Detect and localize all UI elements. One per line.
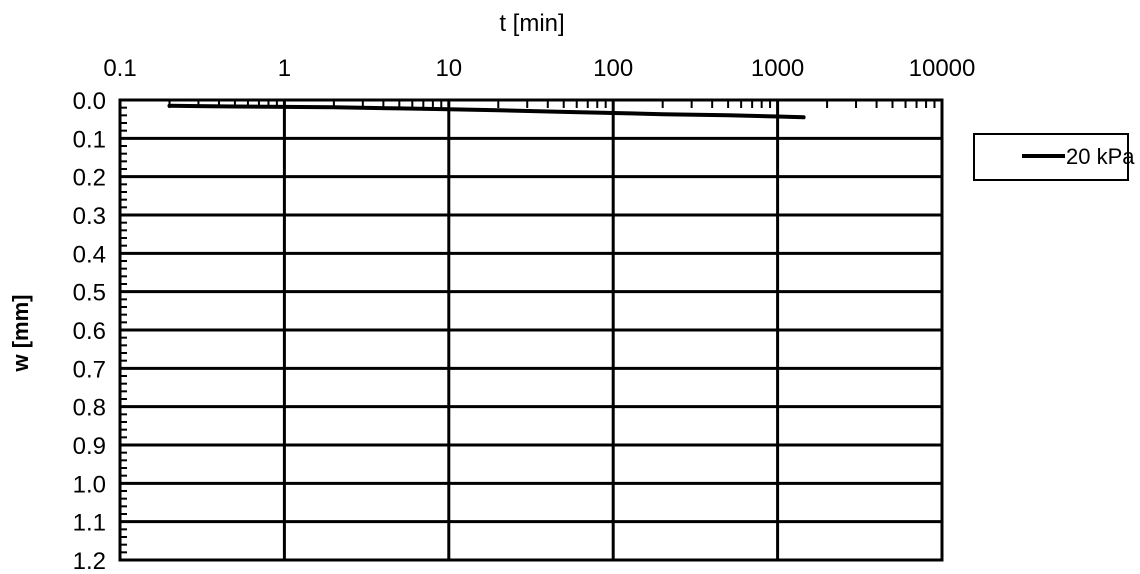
x-tick-label: 1000 <box>751 55 804 82</box>
y-tick-label: 0.3 <box>73 203 106 230</box>
y-tick-label: 0.7 <box>73 356 106 383</box>
series-line-0 <box>167 103 806 120</box>
x-tick-labels: 0.1 1 10 100 1000 10000 <box>103 55 975 82</box>
x-tick-label: 1 <box>278 55 291 82</box>
y-tick-label: 1.1 <box>73 510 106 537</box>
x-axis-title: t [min] <box>499 10 564 37</box>
y-tick-label: 0.9 <box>73 433 106 460</box>
x-tick-label: 100 <box>593 55 633 82</box>
y-tick-label: 1.0 <box>73 471 106 498</box>
series-layer <box>167 103 806 120</box>
plot-frame <box>118 98 944 562</box>
x-tick-label: 10 <box>435 55 462 82</box>
x-tick-label: 0.1 <box>103 55 136 82</box>
grid <box>120 100 942 560</box>
y-tick-label: 0.8 <box>73 395 106 422</box>
x-tick-label: 10000 <box>909 55 976 82</box>
y-axis-title: w [mm] <box>8 295 33 373</box>
y-tick-label: 0.4 <box>73 241 106 268</box>
y-tick-label: 0.5 <box>73 280 106 307</box>
y-tick-label: 0.1 <box>73 126 106 153</box>
y-tick-label: 0.6 <box>73 318 106 345</box>
y-tick-labels: 0.0 0.1 0.2 0.3 0.4 0.5 0.6 0.7 0.8 0.9 1.0 1.1 1.2 <box>73 88 106 574</box>
y-tick-label: 0.0 <box>73 88 106 115</box>
legend-label-20kpa: 20 kPa <box>1066 144 1135 169</box>
y-tick-label: 0.2 <box>73 165 106 192</box>
y-tick-label: 1.2 <box>73 548 106 574</box>
legend: 20 kPa <box>973 133 1135 181</box>
